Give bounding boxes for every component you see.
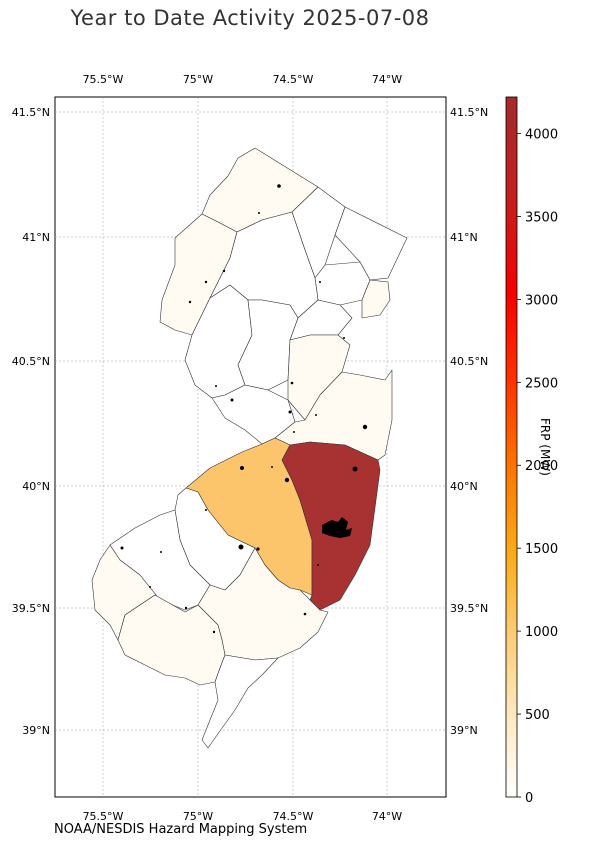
fire-point bbox=[288, 410, 292, 414]
colorbar-label: FRP (MW) bbox=[538, 418, 552, 476]
fire-point bbox=[277, 184, 281, 188]
lon-label: 75°W bbox=[183, 73, 213, 86]
fire-point bbox=[271, 466, 273, 468]
lat-label: 40.5°N bbox=[12, 355, 50, 368]
fire-point bbox=[160, 551, 162, 553]
fire-point bbox=[238, 544, 244, 550]
colorbar bbox=[505, 96, 518, 798]
fire-point bbox=[256, 547, 260, 551]
fire-point bbox=[284, 477, 290, 483]
lat-label: 41.5°N bbox=[450, 106, 488, 119]
county-cape-may bbox=[201, 654, 279, 749]
fire-point bbox=[184, 606, 188, 610]
lon-labels-top: 75.5°W 75°W 74.5°W 74°W bbox=[83, 73, 403, 86]
lat-label: 39°N bbox=[22, 724, 50, 737]
fire-point bbox=[362, 424, 368, 430]
county-atlantic bbox=[197, 547, 329, 661]
fire-point bbox=[317, 564, 319, 566]
fire-point bbox=[319, 281, 321, 283]
lon-label: 74.5°W bbox=[273, 810, 314, 823]
fire-cluster-ocean bbox=[322, 517, 352, 538]
fire-point bbox=[293, 431, 295, 433]
lat-label: 41°N bbox=[22, 231, 50, 244]
colorbar-tick-label: 500 bbox=[525, 708, 550, 723]
fire-point bbox=[315, 414, 317, 416]
lat-labels-left: 41.5°N 41°N 40.5°N 40°N 39.5°N 39°N bbox=[12, 106, 50, 737]
lat-label: 40.5°N bbox=[450, 355, 488, 368]
fire-point bbox=[290, 381, 294, 385]
fire-point bbox=[215, 385, 217, 387]
fire-point bbox=[303, 612, 307, 616]
map-title: Year to Date Activity 2025-07-08 bbox=[70, 6, 430, 30]
lon-label: 75.5°W bbox=[83, 810, 124, 823]
fire-point bbox=[188, 300, 192, 304]
colorbar-tick-label: 1500 bbox=[525, 542, 558, 557]
colorbar-tick-label: 0 bbox=[525, 791, 533, 806]
lon-labels-bottom: 75.5°W 75°W 74.5°W 74°W bbox=[83, 810, 403, 823]
colorbar-tick-label: 2500 bbox=[525, 376, 558, 391]
lon-label: 74°W bbox=[372, 810, 402, 823]
colorbar-tick-label: 4000 bbox=[525, 127, 558, 142]
fire-detections bbox=[120, 184, 368, 634]
fire-point bbox=[120, 546, 124, 550]
lat-label: 41°N bbox=[450, 231, 478, 244]
colorbar-tick-label: 2000 bbox=[525, 459, 558, 474]
lat-label: 39°N bbox=[450, 724, 478, 737]
lat-labels-right: 41.5°N 41°N 40.5°N 40°N 39.5°N 39°N bbox=[450, 106, 488, 737]
lat-label: 40°N bbox=[450, 480, 478, 493]
colorbar-ticks: 0 500 1000 1500 2000 2500 3000 3500 4000 bbox=[517, 127, 558, 806]
fire-point bbox=[149, 586, 151, 588]
county-warren bbox=[159, 213, 238, 336]
lat-label: 41.5°N bbox=[12, 106, 50, 119]
fire-point bbox=[204, 280, 208, 284]
fire-point bbox=[212, 630, 216, 634]
fire-point bbox=[352, 466, 358, 472]
fire-point bbox=[343, 337, 345, 339]
fire-point bbox=[205, 509, 207, 511]
county-essex bbox=[314, 261, 371, 306]
county-hudson bbox=[361, 279, 391, 319]
fire-point bbox=[258, 212, 260, 214]
fire-point bbox=[230, 398, 234, 402]
lon-label: 74.5°W bbox=[273, 73, 314, 86]
lon-label: 75°W bbox=[183, 810, 213, 823]
credit-footer: NOAA/NESDIS Hazard Mapping System bbox=[54, 822, 308, 837]
colorbar-tick-label: 3000 bbox=[525, 293, 558, 308]
lat-label: 39.5°N bbox=[450, 602, 488, 615]
lat-label: 39.5°N bbox=[12, 602, 50, 615]
lon-label: 75.5°W bbox=[83, 73, 124, 86]
fire-point bbox=[222, 269, 226, 273]
lon-label: 74°W bbox=[372, 73, 402, 86]
colorbar-tick-label: 3500 bbox=[525, 210, 558, 225]
fire-point bbox=[240, 466, 244, 470]
colorbar-tick-label: 1000 bbox=[525, 625, 558, 640]
lat-label: 40°N bbox=[22, 480, 50, 493]
